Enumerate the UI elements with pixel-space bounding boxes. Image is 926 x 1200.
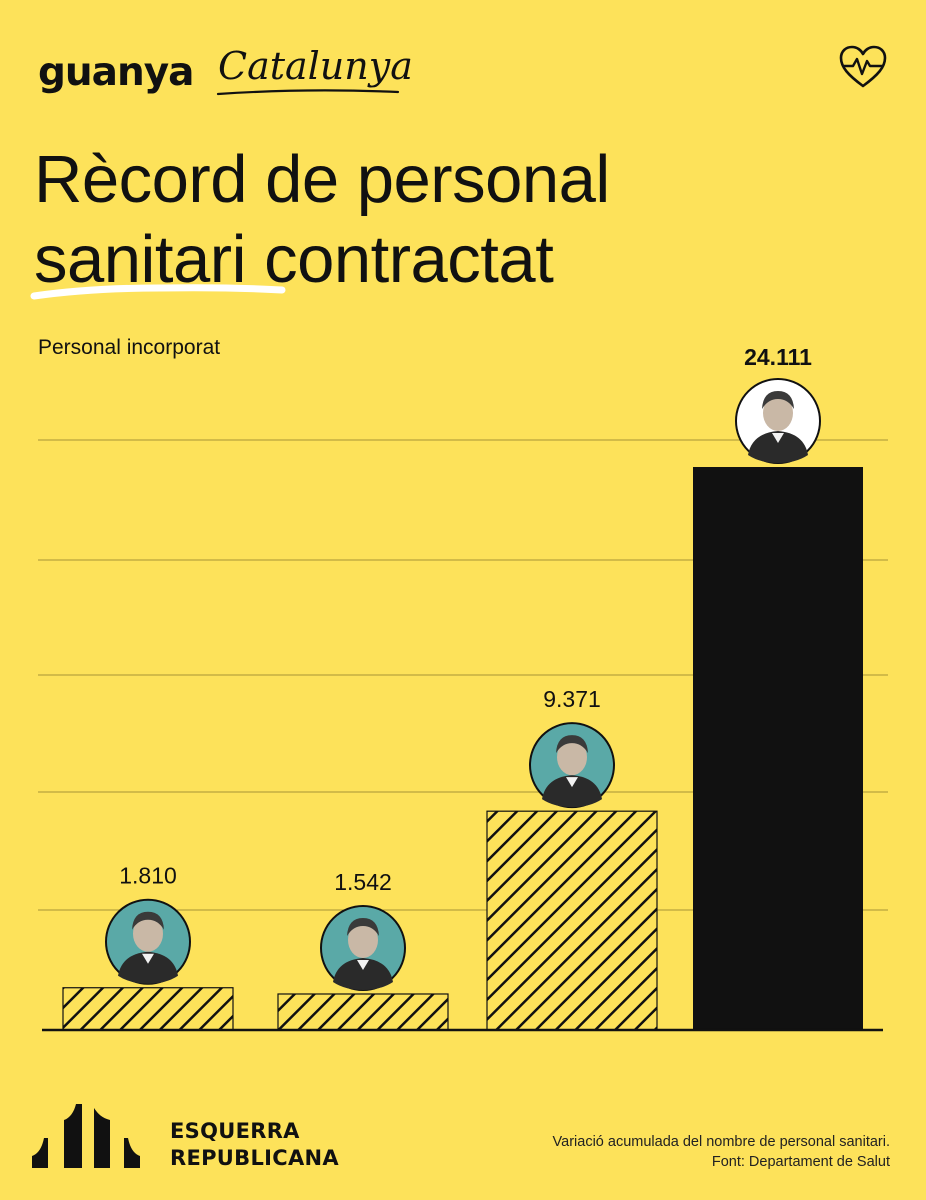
organization-name: ESQUERRA REPUBLICANA [170, 1118, 339, 1172]
heart-pulse-icon [839, 45, 887, 88]
source-note: Variació acumulada del nombre de persona… [553, 1132, 890, 1172]
note-line-2: Font: Departament de Salut [711, 1154, 890, 1170]
portrait-1 [105, 898, 191, 985]
title-line-1: Rècord de personal [34, 142, 610, 217]
brand-name: guanya [38, 50, 195, 95]
note-line-1: Variació acumulada del nombre de persona… [552, 1134, 890, 1150]
brand-underline-stroke [216, 89, 400, 96]
org-line-1: ESQUERRA [170, 1119, 300, 1143]
value-label-1: 1.810 [119, 863, 177, 889]
bar-3 [486, 810, 658, 1031]
value-label-3: 9.371 [543, 686, 601, 712]
portrait-2 [320, 904, 406, 991]
chart-value-labels: 1.810 1.542 9.371 24.111 [119, 344, 812, 895]
bar-1 [62, 987, 234, 1031]
org-line-2: REPUBLICANA [170, 1146, 339, 1170]
value-label-4: 24.111 [744, 344, 812, 370]
portrait-4 [735, 378, 821, 465]
page-title: Rècord de personal sanitari contractat [34, 140, 610, 300]
value-label-2: 1.542 [334, 869, 392, 895]
title-brush-underline [30, 284, 286, 300]
brand-tagline: Catalunya [218, 44, 413, 88]
bar-4 [693, 467, 863, 1030]
chart-ylabel: Personal incorporat [38, 336, 221, 359]
chart-bars [62, 467, 863, 1031]
title-line-2-rest: contractat [245, 222, 554, 297]
portrait-3 [529, 722, 615, 809]
chart-portraits [105, 378, 821, 991]
bar-2 [277, 993, 449, 1031]
esquerra-republicana-logo [32, 1104, 140, 1168]
